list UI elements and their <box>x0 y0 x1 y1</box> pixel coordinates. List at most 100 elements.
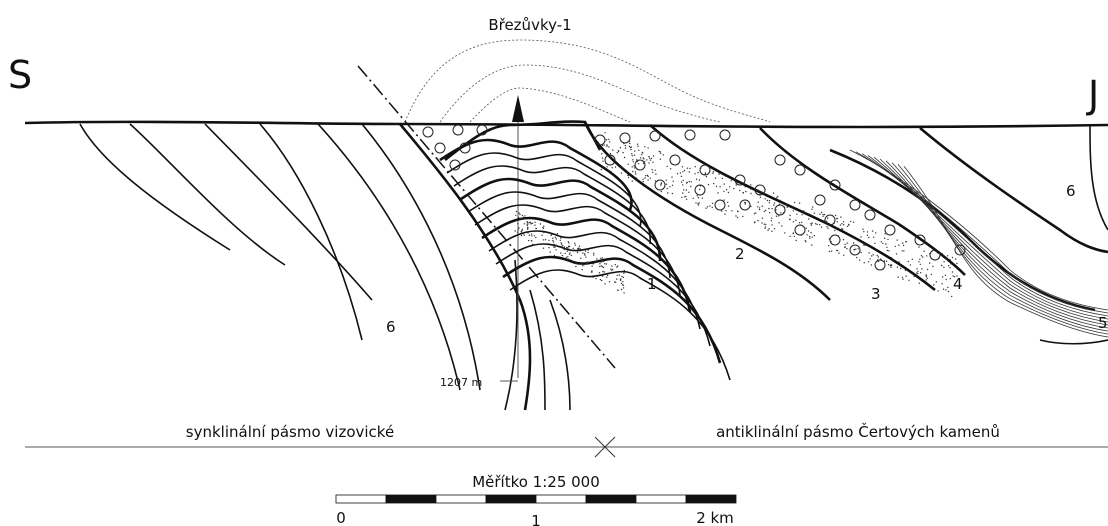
unit-label: 4 <box>953 275 963 293</box>
sand-dot <box>852 221 855 223</box>
sand-dot <box>602 270 604 273</box>
unit-label: 6 <box>1066 182 1076 200</box>
sand-dot <box>683 169 686 172</box>
sand-dot <box>601 157 604 159</box>
well-tip <box>512 95 524 122</box>
sand-dot <box>608 141 611 143</box>
sand-dot <box>795 219 797 221</box>
sand-dot <box>617 289 619 292</box>
sand-dot <box>923 250 925 252</box>
sand-dot <box>866 231 869 233</box>
sand-dot <box>846 242 848 244</box>
sand-dot <box>530 223 532 225</box>
sand-dot <box>520 230 522 233</box>
sand-dot <box>886 246 888 248</box>
sand-dot <box>778 215 780 217</box>
sand-dot <box>918 261 920 263</box>
sand-dot <box>611 269 613 272</box>
pebble <box>684 129 696 141</box>
sand-dot <box>553 246 555 248</box>
sand-dot <box>920 255 923 257</box>
sand-dot <box>896 239 898 241</box>
sand-dot <box>519 213 521 216</box>
sand-dot <box>623 142 625 145</box>
sand-dot <box>554 246 556 248</box>
sand-dot <box>612 149 614 151</box>
sand-dot <box>778 203 781 205</box>
sand-dot <box>679 172 682 174</box>
unit-label: 2 <box>735 245 745 263</box>
sand-dot <box>602 266 605 269</box>
sand-dot <box>655 173 657 175</box>
sand-dot <box>723 202 725 204</box>
sand-dot <box>781 225 783 227</box>
sand-dot <box>739 181 742 183</box>
sand-dot <box>711 202 714 204</box>
sand-dot <box>916 272 918 274</box>
sand-dot <box>721 177 724 180</box>
sand-dot <box>695 202 697 204</box>
sand-dot <box>606 144 608 146</box>
sand-dot <box>887 238 889 241</box>
sand-dot <box>875 248 877 251</box>
sand-dot <box>640 154 643 156</box>
folded-stratum <box>446 152 642 228</box>
sand-dot <box>645 175 647 177</box>
sand-dot <box>897 276 899 278</box>
sand-dot <box>700 167 702 169</box>
pebble <box>814 194 826 206</box>
sand-dot <box>798 202 801 204</box>
sand-dot <box>685 182 688 184</box>
sand-dot <box>632 159 634 161</box>
sand-dot <box>667 192 669 194</box>
sand-dot <box>601 266 604 268</box>
sand-dot <box>642 152 644 154</box>
sand-dot <box>775 215 778 217</box>
sand-dot <box>680 175 683 178</box>
sand-dot <box>941 283 943 285</box>
sand-dot <box>618 274 620 276</box>
sand-dot <box>638 149 640 151</box>
sand-dot <box>542 227 544 229</box>
sand-dot <box>671 176 673 178</box>
lamination <box>891 162 1108 332</box>
sand-dot <box>805 241 807 243</box>
scale-segment <box>435 494 487 504</box>
sand-dot <box>642 178 644 180</box>
sand-dot <box>809 235 811 238</box>
sand-dot <box>718 173 720 175</box>
sand-dot <box>725 210 727 212</box>
sand-dot <box>830 250 833 252</box>
sand-dot <box>838 252 840 254</box>
sand-dot <box>619 147 622 149</box>
sand-dot <box>601 153 603 155</box>
sand-dot <box>839 224 842 226</box>
sand-dot <box>856 256 858 259</box>
sand-dot <box>694 173 696 175</box>
sand-dot <box>582 265 584 267</box>
sand-dot <box>723 190 725 193</box>
pebble <box>849 244 861 256</box>
sand-dot <box>665 179 667 181</box>
zone-label: antiklinální pásmo Čertových kamenů <box>716 422 1000 441</box>
sand-dot <box>616 152 618 154</box>
sand-dot <box>930 273 932 276</box>
sand-dot <box>644 146 646 148</box>
sand-dot <box>937 290 939 292</box>
sand-dot <box>542 239 545 241</box>
sand-dot <box>943 266 945 268</box>
sand-dot <box>883 260 886 262</box>
sand-dot <box>828 245 830 247</box>
sand-dot <box>758 207 761 209</box>
sand-dot <box>758 190 760 192</box>
sand-dot <box>768 202 770 204</box>
sand-dot <box>599 263 601 265</box>
sand-dot <box>947 265 950 267</box>
sand-dot <box>593 254 595 256</box>
pebble <box>594 134 606 146</box>
sand-dot <box>733 187 735 190</box>
sand-dot <box>809 237 811 239</box>
sand-dot <box>727 205 730 207</box>
sand-dot <box>926 255 928 257</box>
sand-dot <box>805 227 807 229</box>
